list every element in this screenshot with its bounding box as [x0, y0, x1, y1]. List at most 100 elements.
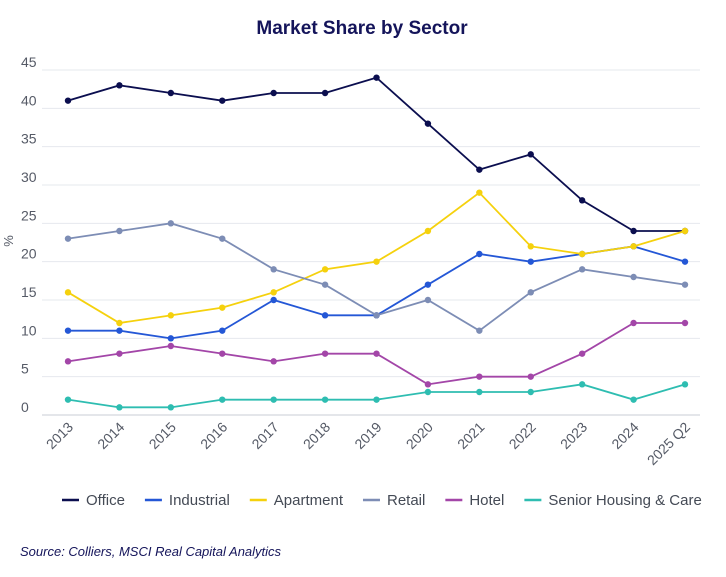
series-hotel: [64, 319, 689, 388]
series-industrial: [64, 243, 689, 342]
x-tick-label: 2021: [454, 419, 487, 452]
data-point: [116, 350, 123, 357]
data-point: [219, 97, 226, 104]
data-point: [373, 396, 380, 403]
y-tick-label: 45: [21, 54, 37, 70]
x-tick-label: 2023: [557, 419, 590, 452]
data-point: [219, 350, 226, 357]
data-point: [424, 381, 432, 388]
data-point: [476, 189, 483, 196]
data-point: [578, 197, 586, 204]
data-point: [116, 327, 123, 334]
data-point: [578, 381, 586, 388]
data-point: [373, 74, 380, 81]
data-point: [270, 296, 277, 304]
data-point: [527, 151, 534, 158]
data-point: [116, 319, 123, 327]
data-point: [630, 243, 637, 250]
y-axis-label: %: [1, 235, 16, 247]
data-point: [64, 235, 72, 242]
legend-label: Apartment: [274, 492, 344, 509]
data-point: [578, 266, 586, 273]
y-tick-label: 40: [21, 92, 37, 108]
data-point: [167, 220, 175, 227]
source-note: Source: Colliers, MSCI Real Capital Anal…: [20, 544, 282, 559]
y-tick-label: 15: [21, 284, 37, 300]
data-point: [424, 227, 432, 235]
data-point: [476, 373, 483, 380]
x-tick-label: 2022: [506, 419, 539, 452]
data-point: [270, 266, 277, 273]
data-point: [681, 227, 689, 235]
x-tick-label: 2019: [351, 419, 384, 452]
x-tick-label: 2013: [43, 419, 76, 452]
legend-label: Retail: [387, 492, 425, 509]
data-point: [578, 250, 586, 258]
series-line: [67, 383, 686, 409]
legend-label: Office: [86, 492, 125, 509]
data-point: [424, 296, 432, 304]
legend-label: Hotel: [469, 492, 504, 509]
x-tick-label: 2024: [608, 419, 641, 452]
data-point: [219, 235, 226, 242]
x-tick-label: 2017: [248, 419, 281, 452]
data-point: [424, 281, 432, 288]
data-point: [270, 358, 277, 365]
data-point: [681, 258, 689, 265]
data-point: [321, 266, 329, 273]
gridlines: [42, 69, 700, 416]
data-point: [681, 281, 689, 288]
data-point: [167, 312, 175, 319]
data-point: [64, 327, 72, 334]
data-point: [321, 89, 329, 97]
y-tick-label: 35: [21, 131, 37, 147]
data-point: [630, 227, 637, 235]
chart-title: Market Share by Sector: [256, 18, 468, 39]
data-point: [476, 388, 483, 396]
series-retail: [64, 220, 689, 334]
series-line: [67, 76, 685, 232]
data-point: [527, 289, 534, 296]
y-axis-ticks: 0 5 10 15 20 25 30 35 40 45: [21, 54, 37, 415]
data-point: [270, 289, 277, 296]
x-tick-label: 2020: [403, 419, 436, 452]
y-tick-label: 20: [21, 246, 37, 262]
data-point: [630, 396, 637, 403]
data-point: [64, 289, 72, 296]
data-point: [476, 327, 483, 334]
y-tick-label: 25: [21, 207, 37, 223]
data-point: [64, 97, 72, 104]
y-tick-label: 10: [21, 322, 37, 338]
x-tick-label: 2016: [197, 419, 230, 452]
data-point: [527, 258, 534, 265]
data-point: [681, 319, 689, 327]
x-tick-label: 2025 Q2: [644, 419, 693, 468]
data-point: [219, 327, 226, 334]
data-point: [424, 388, 432, 396]
series-senior-housing-care: [64, 381, 689, 411]
data-point: [476, 166, 483, 173]
data-point: [116, 227, 123, 235]
data-point: [424, 120, 432, 127]
y-tick-label: 0: [21, 399, 29, 415]
data-point: [578, 350, 586, 357]
data-point: [219, 396, 226, 403]
data-point: [630, 273, 637, 281]
legend-label: Senior Housing & Care: [548, 492, 701, 509]
data-point: [527, 388, 534, 396]
data-point: [681, 381, 689, 388]
data-point: [630, 319, 637, 327]
data-point: [116, 404, 123, 411]
data-point: [527, 373, 534, 380]
data-point: [321, 281, 329, 288]
data-point: [270, 396, 277, 403]
legend: Office Industrial Apartment Retail Hotel Seni…: [62, 492, 702, 509]
data-point: [64, 358, 72, 365]
data-point: [167, 89, 175, 97]
data-point: [167, 342, 175, 350]
data-point: [167, 335, 175, 342]
legend-label: Industrial: [169, 492, 230, 509]
data-point: [321, 396, 329, 403]
data-point: [219, 304, 226, 311]
